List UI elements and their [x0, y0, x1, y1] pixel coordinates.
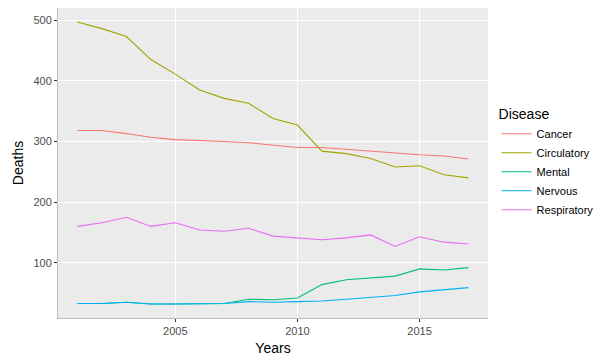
- svg-text:Disease: Disease: [499, 106, 550, 122]
- svg-text:Respiratory: Respiratory: [537, 204, 594, 216]
- svg-text:100: 100: [33, 257, 51, 269]
- svg-text:Cancer: Cancer: [537, 128, 573, 140]
- svg-text:Circulatory: Circulatory: [537, 147, 590, 159]
- svg-text:2010: 2010: [285, 325, 309, 337]
- svg-text:Years: Years: [255, 340, 290, 356]
- svg-text:Deaths: Deaths: [10, 141, 26, 185]
- svg-text:2005: 2005: [163, 325, 187, 337]
- svg-text:Mental: Mental: [537, 166, 570, 178]
- svg-text:2015: 2015: [407, 325, 431, 337]
- svg-text:300: 300: [33, 135, 51, 147]
- svg-text:500: 500: [33, 14, 51, 26]
- svg-text:200: 200: [33, 196, 51, 208]
- svg-text:400: 400: [33, 75, 51, 87]
- svg-text:Nervous: Nervous: [537, 185, 578, 197]
